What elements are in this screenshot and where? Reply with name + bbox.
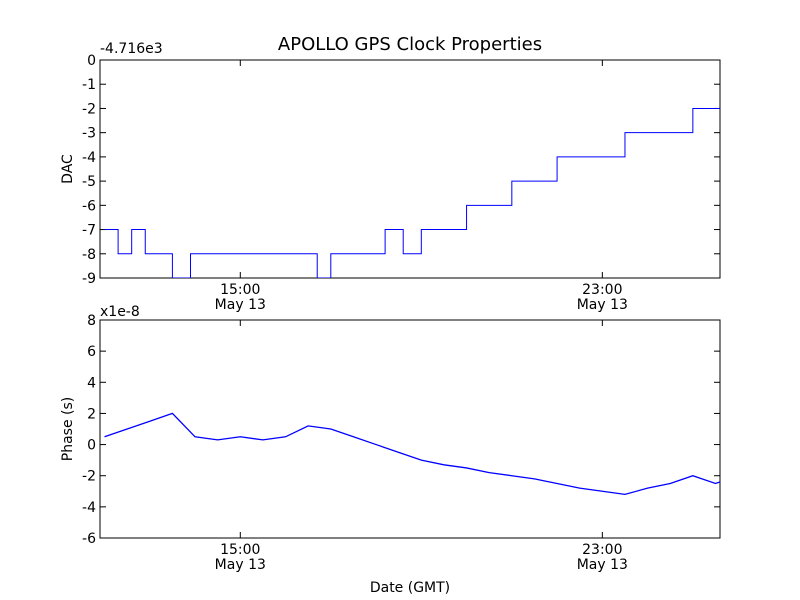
phase-ytick-label: 6 bbox=[87, 344, 96, 360]
dac-xtick-date-label: May 13 bbox=[215, 297, 266, 313]
dac-plot-area bbox=[99, 59, 721, 279]
dac-offset-text: -4.716e3 bbox=[100, 41, 163, 57]
dac-ytick-label: -4 bbox=[82, 150, 96, 166]
chart-title: APOLLO GPS Clock Properties bbox=[278, 34, 542, 55]
dac-ytick-label: -8 bbox=[82, 247, 96, 263]
x-axis-label: Date (GMT) bbox=[370, 580, 450, 596]
phase-ytick-label: 0 bbox=[87, 438, 96, 454]
phase-ytick-label: 4 bbox=[87, 375, 96, 391]
phase-ytick-label: 8 bbox=[87, 313, 96, 329]
phase-ytick-label: -2 bbox=[82, 469, 96, 485]
dac-ytick-label: -2 bbox=[82, 101, 96, 117]
dac-ytick-label: 0 bbox=[87, 53, 96, 69]
phase-ytick-label: -4 bbox=[82, 500, 96, 516]
phase-xtick-time-label: 23:00 bbox=[582, 542, 622, 558]
phase-xtick-date-label: May 13 bbox=[215, 557, 266, 573]
phase-plot-area bbox=[99, 319, 721, 539]
dac-y-axis-label: DAC bbox=[60, 154, 76, 184]
phase-series-line bbox=[104, 412, 720, 496]
phase-y-axis-label: Phase (s) bbox=[60, 397, 76, 461]
phase-xtick-time-label: 15:00 bbox=[220, 542, 260, 558]
dac-ytick-label: -6 bbox=[82, 198, 96, 214]
phase-offset-text: x1e-8 bbox=[100, 304, 140, 320]
dac-ytick-label: -1 bbox=[82, 77, 96, 93]
dac-ytick-label: -3 bbox=[82, 126, 96, 142]
dac-ytick-label: -5 bbox=[82, 174, 96, 190]
phase-xtick-date-label: May 13 bbox=[577, 557, 628, 573]
dac-panel: -4.716e3 DAC 0-1-2-3-4-5-6-7-8-915:00May… bbox=[60, 41, 721, 313]
phase-ytick-label: 2 bbox=[87, 406, 96, 422]
dac-xtick-time-label: 23:00 bbox=[582, 282, 622, 298]
phase-ytick-label: -6 bbox=[82, 531, 96, 547]
dac-ytick-label: -9 bbox=[82, 271, 96, 287]
phase-panel: x1e-8 Phase (s) Date (GMT) 8 6 4 2 0 -2 -4 -6 15… bbox=[60, 304, 721, 596]
dac-xtick-date-label: May 13 bbox=[577, 297, 628, 313]
dac-xtick-time-label: 15:00 bbox=[220, 282, 260, 298]
dac-ytick-label: -7 bbox=[82, 223, 96, 239]
